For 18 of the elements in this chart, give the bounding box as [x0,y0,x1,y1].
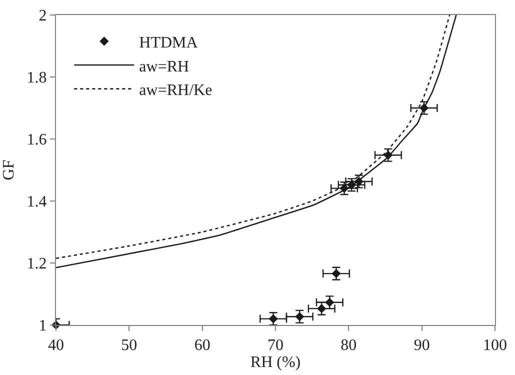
x-tick-label: 40 [48,337,64,354]
x-tick-label: 50 [121,337,138,354]
x-tick-label: 70 [268,337,284,354]
legend-label: aw=RH [139,58,190,76]
x-tick-label: 100 [483,337,507,354]
y-tick-label: 1.2 [26,256,47,273]
y-tick-label: 1.8 [26,70,47,87]
y-tick-label: 1.6 [26,132,47,149]
x-axis-title: RH (%) [250,354,301,372]
y-axis-title: GF [0,160,18,180]
x-tick-label: 60 [194,337,210,354]
x-tick-label: 80 [340,337,357,354]
x-tick-label: 90 [414,337,430,354]
y-tick-label: 1 [38,318,47,335]
legend-label: HTDMA [139,34,198,52]
y-tick-label: 1.4 [26,194,47,211]
legend-label: aw=RH/Ke [139,82,212,100]
y-tick-label: 2 [38,8,47,25]
